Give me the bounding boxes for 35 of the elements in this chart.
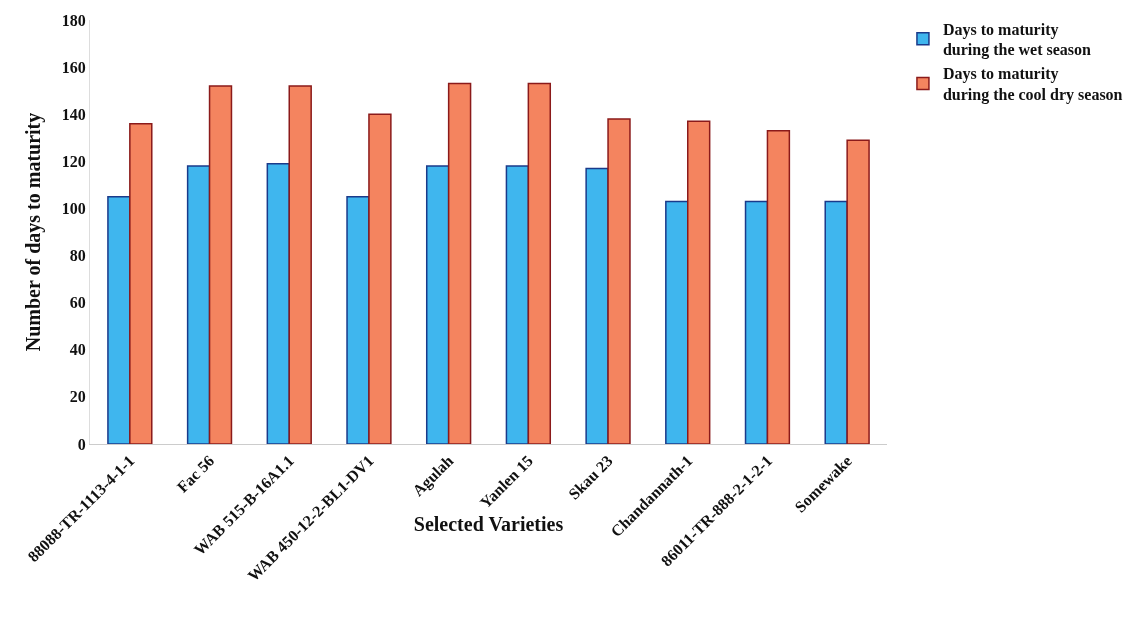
y-tick-label: 20 (69, 388, 86, 406)
y-tick-label: 180 (61, 11, 86, 29)
y-tick-label: 40 (69, 341, 86, 359)
y-tick-label: 120 (61, 152, 86, 170)
bar (186, 165, 211, 444)
bar (824, 200, 848, 444)
bar (208, 85, 233, 444)
bar (687, 120, 711, 444)
bar (766, 129, 791, 444)
bar (846, 139, 870, 444)
y-tick-label: 140 (61, 105, 86, 123)
bar (585, 167, 609, 444)
bar (505, 165, 530, 444)
legend-label: Days to maturity during the wet season (942, 20, 1092, 60)
bar (607, 118, 631, 444)
bar (368, 113, 392, 444)
bar (129, 122, 153, 444)
bar (266, 162, 290, 444)
y-tick-label: 80 (69, 247, 86, 265)
y-tick-label: 0 (77, 435, 86, 453)
bar (425, 165, 450, 444)
y-axis-title: Number of days to maturity (22, 112, 45, 352)
bar (288, 85, 312, 444)
y-tick-label: 160 (61, 58, 86, 76)
bar (447, 82, 472, 444)
bar (107, 195, 131, 444)
y-tick-label: 60 (69, 294, 86, 312)
x-tick-label: Fac 56 (173, 451, 218, 496)
bar (346, 195, 370, 444)
bar (527, 82, 552, 444)
bar (744, 200, 769, 444)
x-axis-title: Selected Varieties (413, 513, 564, 536)
bar (665, 200, 689, 444)
y-tick-label: 100 (61, 200, 86, 218)
legend-label: Days to maturity during the cool dry season (942, 65, 1123, 105)
